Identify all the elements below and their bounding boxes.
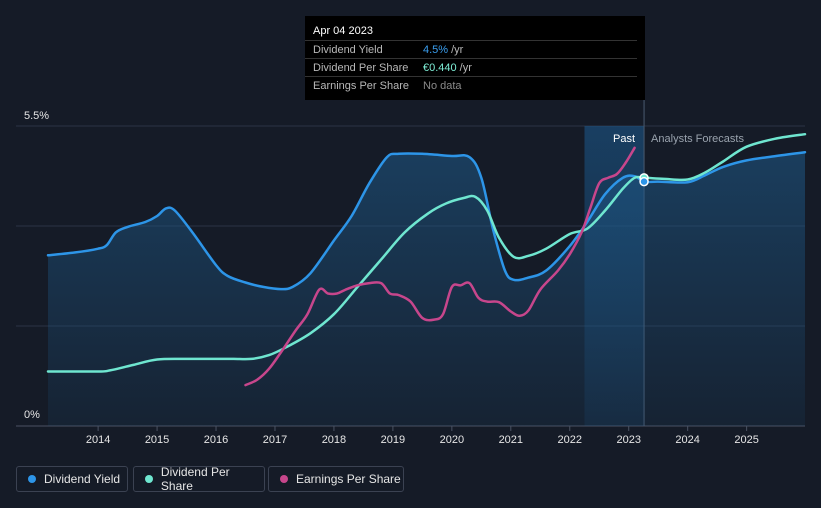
legend-dot-icon <box>28 475 36 483</box>
tooltip-row-earnings-per-share: Earnings Per Share No data <box>305 76 637 94</box>
x-tick-label: 2015 <box>145 434 169 446</box>
x-tick-label: 2017 <box>263 434 287 446</box>
past-label: Past <box>613 133 635 145</box>
tooltip-row-dividend-per-share: Dividend Per Share €0.440/yr <box>305 58 637 76</box>
tooltip-row-dividend-yield: Dividend Yield 4.5%/yr <box>305 40 637 58</box>
legend-dividend-yield[interactable]: Dividend Yield <box>16 466 128 492</box>
x-tick-label: 2019 <box>381 434 405 446</box>
x-tick-label: 2014 <box>86 434 110 446</box>
tooltip-value: €0.440 <box>423 62 457 74</box>
y-tick-label-bottom: 0% <box>24 409 40 421</box>
tooltip-unit: /yr <box>459 62 472 74</box>
x-tick-label: 2024 <box>675 434 699 446</box>
marker-dividend-yield <box>639 176 649 187</box>
tooltip-label: Earnings Per Share <box>313 80 409 92</box>
tooltip-date: Apr 04 2023 <box>313 25 373 37</box>
legend-label: Dividend Per Share <box>160 465 230 493</box>
y-tick-label-top: 5.5% <box>24 110 49 122</box>
legend-label: Earnings Per Share <box>296 472 401 486</box>
x-tick-label: 2018 <box>322 434 346 446</box>
dividend-yield-area <box>48 152 805 426</box>
tooltip-unit: /yr <box>451 44 464 56</box>
tooltip: Apr 04 2023 Dividend Yield 4.5%/yr Divid… <box>305 16 645 100</box>
legend-label: Dividend Yield <box>44 472 121 486</box>
tooltip-value: No data <box>423 80 462 92</box>
legend-earnings-per-share[interactable]: Earnings Per Share <box>268 466 404 492</box>
tooltip-value: 4.5% <box>423 44 449 56</box>
x-tick-label: 2016 <box>204 434 228 446</box>
x-tick-label: 2023 <box>616 434 640 446</box>
series-line-earnings-per-share <box>244 146 636 387</box>
x-tick-label: 2025 <box>734 434 758 446</box>
forecast-label: Analysts Forecasts <box>651 133 744 145</box>
x-tick-label: 2022 <box>558 434 582 446</box>
x-tick-label: 2021 <box>499 434 523 446</box>
x-tick-label: 2020 <box>440 434 464 446</box>
legend-dividend-per-share[interactable]: Dividend Per Share <box>133 465 265 493</box>
series-line-dividend-per-share <box>46 132 807 373</box>
tooltip-label: Dividend Per Share <box>313 62 409 74</box>
tooltip-label: Dividend Yield <box>313 44 383 56</box>
legend-dot-icon <box>280 475 288 483</box>
legend-dot-icon <box>145 475 153 483</box>
